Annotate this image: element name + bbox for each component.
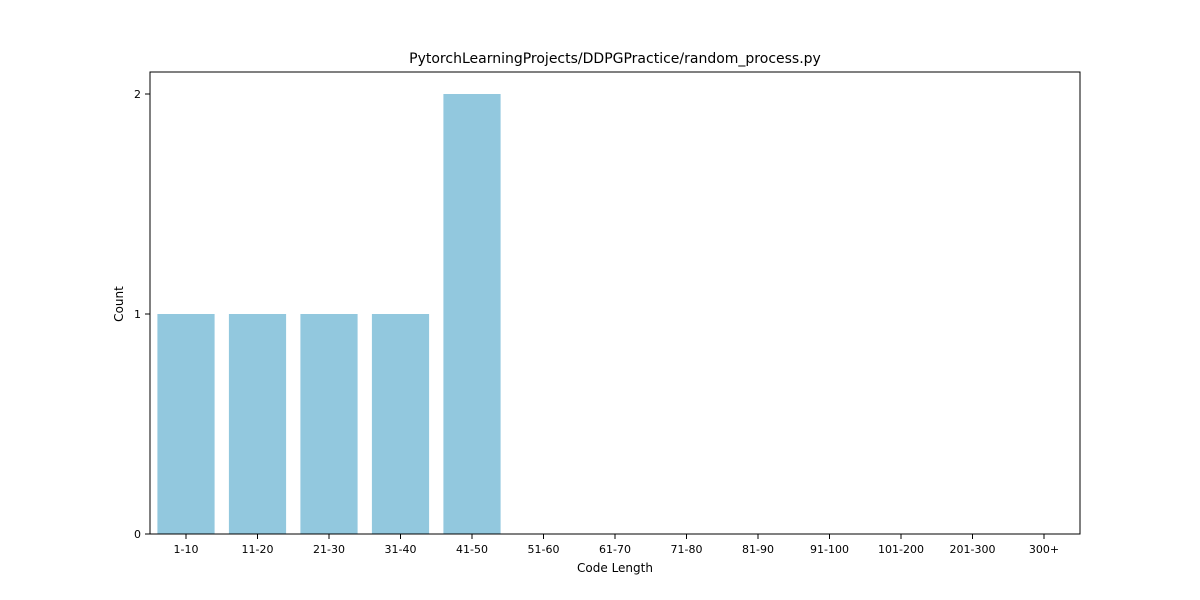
bar-11-20 (228, 314, 287, 534)
x-tick-label: 21-30 (313, 543, 345, 556)
bar-31-40 (371, 314, 430, 534)
x-tick-label: 31-40 (385, 543, 417, 556)
bar-21-30 (300, 314, 358, 534)
y-tick-label: 1 (134, 308, 141, 321)
x-tick-label: 81-90 (742, 543, 774, 556)
y-tick-label: 0 (134, 528, 141, 541)
x-tick-label: 41-50 (456, 543, 488, 556)
bars-group (157, 94, 501, 534)
x-tick-label: 300+ (1029, 543, 1059, 556)
x-axis-ticks: 1-10 11-20 21-30 31-40 41-50 51-60 61-70 71-80 8… (174, 534, 1059, 556)
x-tick-label: 1-10 (174, 543, 199, 556)
x-tick-label: 51-60 (528, 543, 560, 556)
y-tick-label: 2 (134, 88, 141, 101)
x-tick-label: 11-20 (242, 543, 274, 556)
x-tick-label: 201-300 (950, 543, 996, 556)
x-tick-label: 61-70 (599, 543, 631, 556)
y-axis-label: Count (112, 286, 126, 322)
x-axis-label: Code Length (577, 561, 653, 575)
x-tick-label: 71-80 (671, 543, 703, 556)
x-tick-label: 101-200 (878, 543, 924, 556)
bar-41-50 (443, 94, 501, 534)
plot-frame (149, 71, 1081, 535)
y-axis-ticks: 0 1 2 (134, 88, 150, 541)
x-tick-label: 91-100 (810, 543, 849, 556)
chart-title: PytorchLearningProjects/DDPGPractice/ran… (409, 51, 821, 67)
bar-1-10 (157, 314, 215, 534)
